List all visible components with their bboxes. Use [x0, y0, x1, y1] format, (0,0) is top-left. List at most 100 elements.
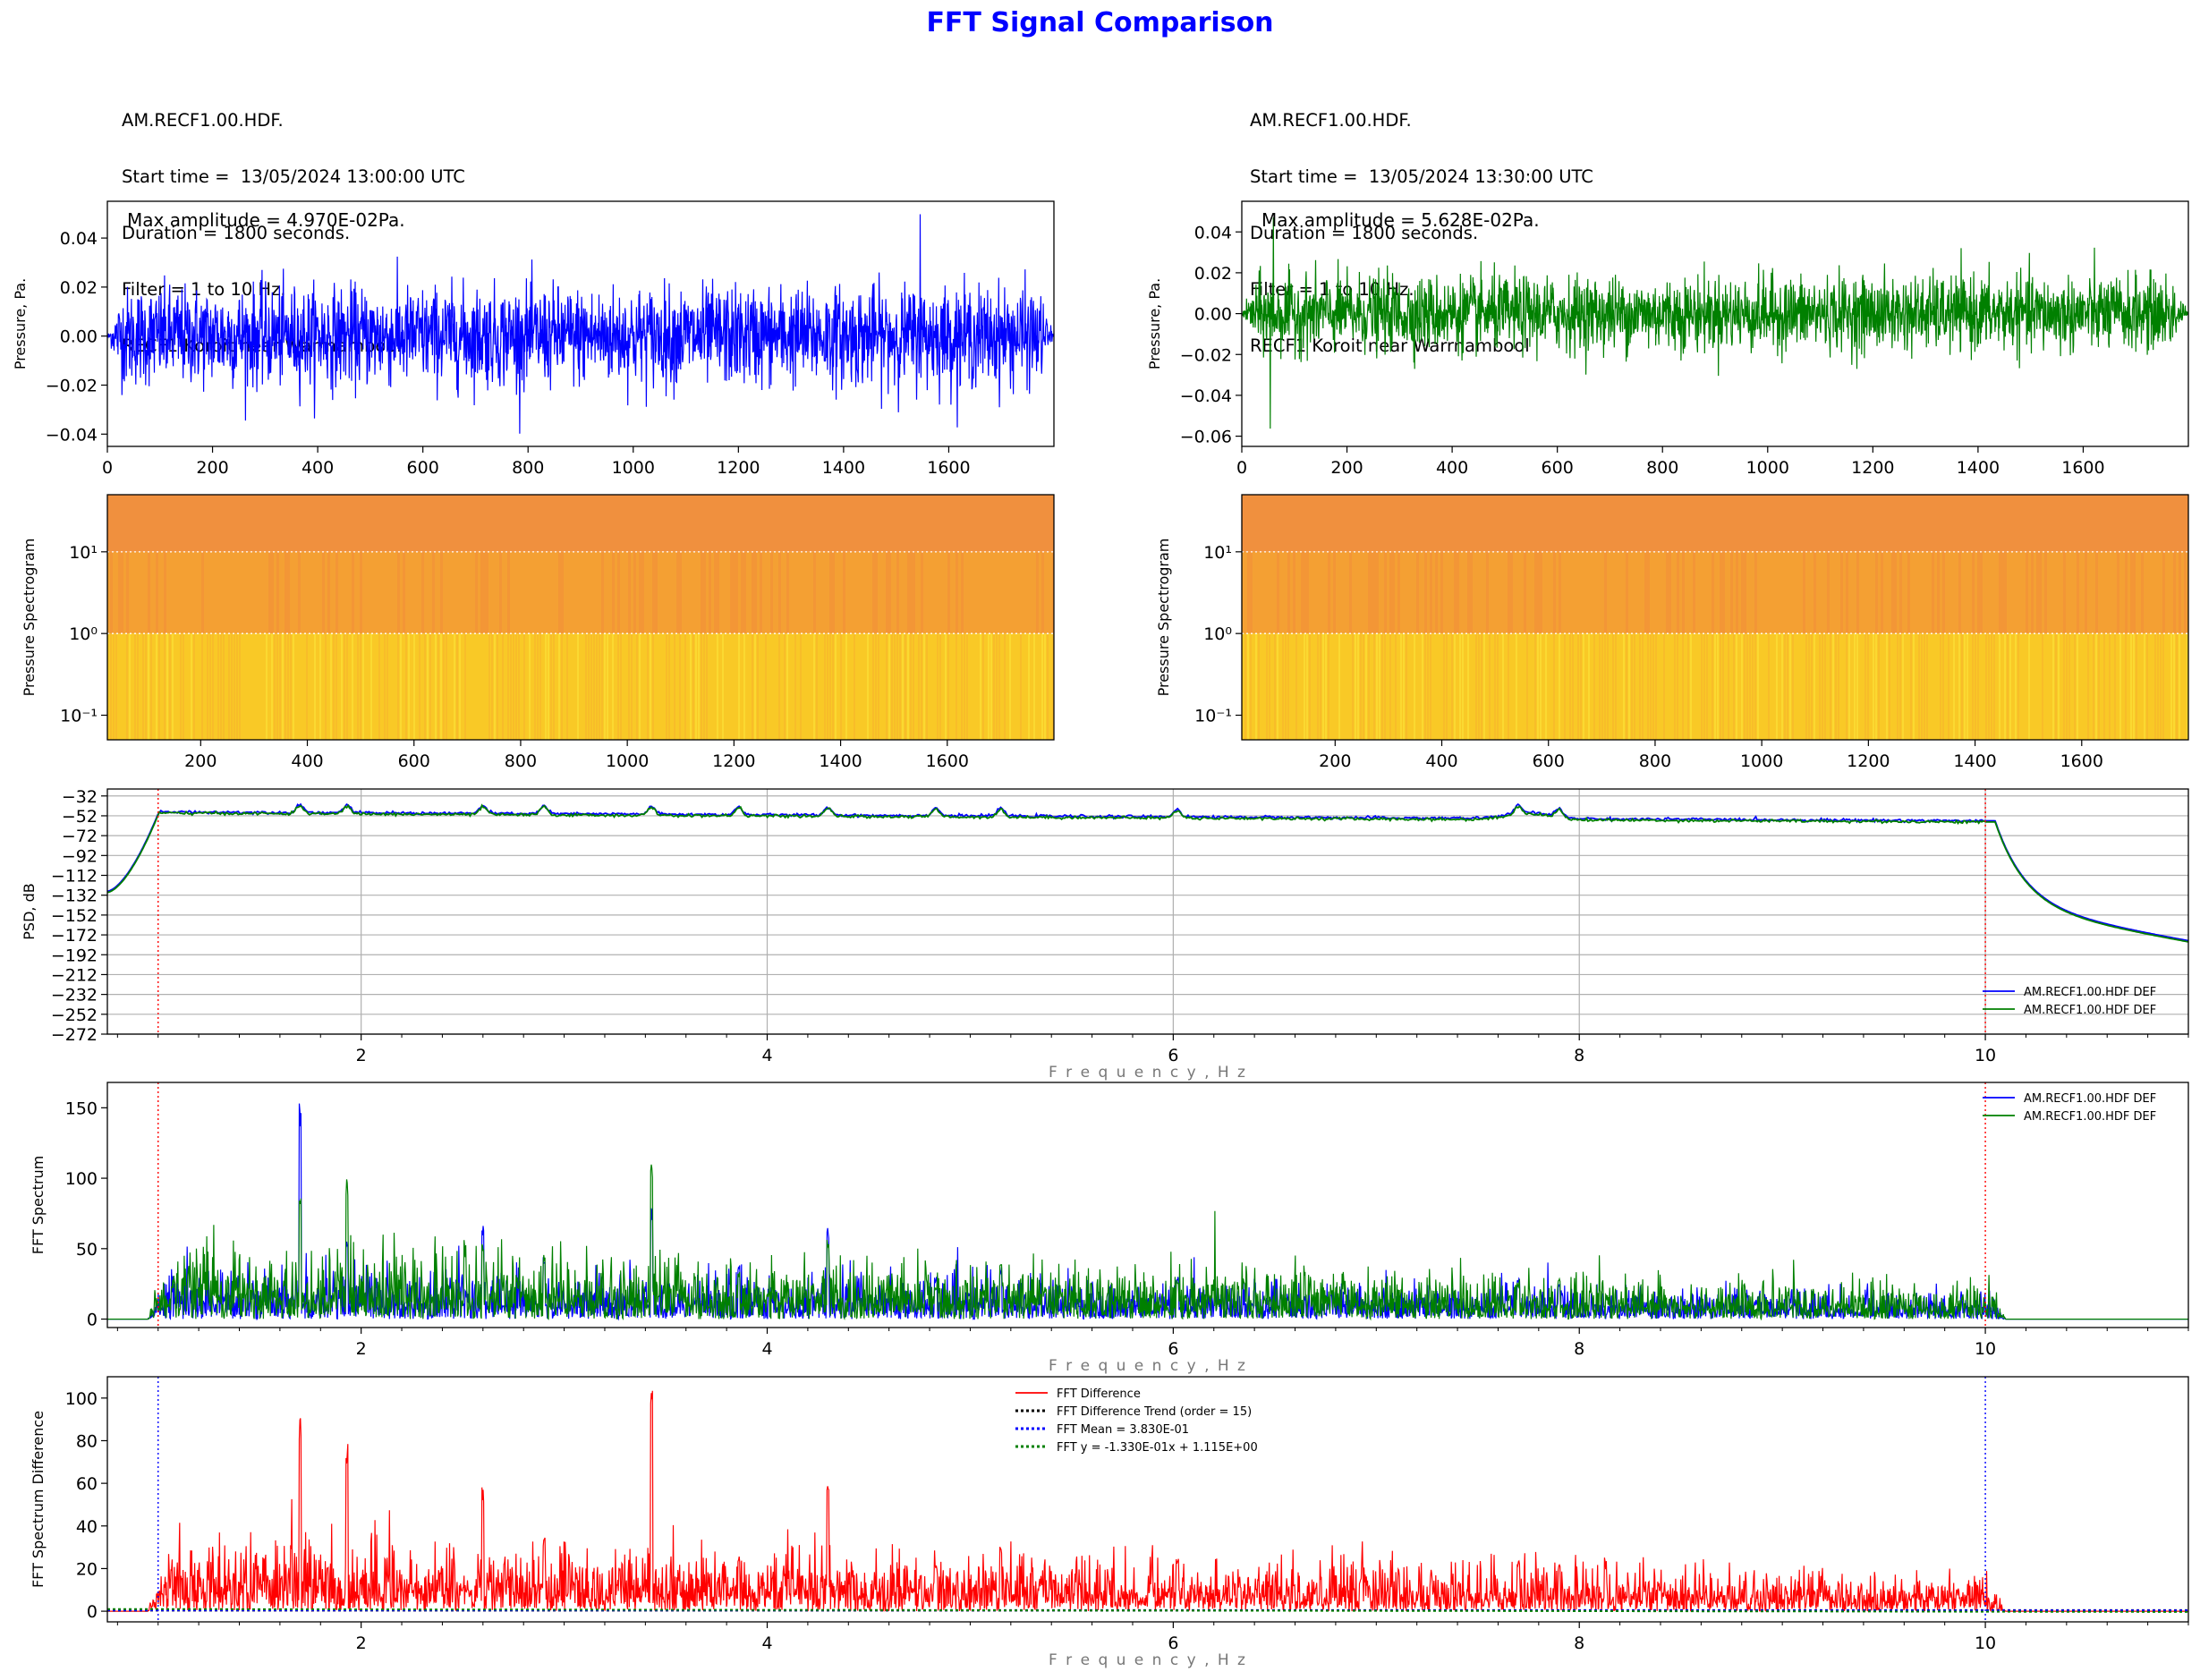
- spectrogram-column: [1537, 551, 1540, 634]
- spectrogram-column: [1814, 633, 1815, 740]
- x-tick-label: 600: [1542, 458, 1574, 478]
- info-line: Duration = 1800 seconds.: [1250, 223, 1479, 243]
- spectrogram-column: [1891, 551, 1894, 634]
- spectrogram-column: [2160, 633, 2162, 740]
- spectrogram-column: [735, 551, 738, 634]
- spectrogram-column: [754, 633, 756, 740]
- spectrogram-column: [1701, 633, 1703, 740]
- spectrogram-column: [786, 633, 788, 740]
- spectrogram-column: [2063, 551, 2066, 634]
- y-tick-label: 100: [65, 1389, 98, 1409]
- spectrogram-column: [1467, 633, 1469, 740]
- spectrogram-column: [142, 633, 144, 740]
- spectrogram-column: [886, 633, 888, 740]
- y-tick-label: −0.04: [46, 425, 98, 445]
- spectrogram-column: [1052, 551, 1054, 634]
- spectrogram-column: [888, 551, 891, 634]
- spectrogram-column: [121, 551, 123, 634]
- spectrogram-column: [899, 633, 901, 740]
- y-tick-label: 10¹: [69, 543, 98, 563]
- spectrogram-column: [239, 633, 241, 740]
- spectrogram-column: [679, 633, 681, 740]
- spectrogram-column: [545, 633, 547, 740]
- spectrogram-column: [370, 633, 372, 740]
- spectrogram-column: [1682, 633, 1684, 740]
- spectrogram-column: [164, 633, 166, 740]
- spectrogram-column: [325, 633, 327, 740]
- spectrogram-column: [2077, 551, 2079, 634]
- fft-series-line: [107, 1164, 2188, 1321]
- spectrogram-column: [926, 633, 928, 740]
- x-tick-label: 1200: [1851, 458, 1894, 478]
- spectrogram-column: [2052, 633, 2054, 740]
- spectrogram-column: [701, 551, 703, 634]
- info-line: RECF1 Koroit near Warrnambool: [1250, 335, 1530, 356]
- spectrogram-column: [921, 633, 922, 740]
- spectrogram-column: [1306, 633, 1308, 740]
- spectrogram-column: [1274, 633, 1276, 740]
- info-line: Start time = 13/05/2024 13:00:00 UTC: [122, 166, 465, 187]
- spectrogram-column: [1744, 633, 1746, 740]
- spectrogram-column: [636, 633, 638, 740]
- spectrogram-column: [507, 633, 509, 740]
- spectrogram-column: [666, 633, 667, 740]
- legend-label: FFT Difference Trend (order = 15): [1057, 1405, 1252, 1419]
- spectrogram-column: [180, 633, 182, 740]
- spectrogram-column: [1483, 633, 1485, 740]
- spectrogram-column: [134, 633, 136, 740]
- spectrogram-column: [344, 633, 345, 740]
- spectrogram-column: [515, 633, 517, 740]
- spectrogram-column: [607, 633, 608, 740]
- spectrogram-column: [550, 633, 552, 740]
- spectrogram-column: [947, 551, 950, 634]
- spectrogram-column: [454, 633, 455, 740]
- y-tick-label: 50: [76, 1240, 98, 1260]
- spectrogram-column: [1717, 633, 1719, 740]
- spectrogram-column: [1349, 551, 1352, 634]
- spectrogram-column: [2087, 633, 2089, 740]
- spectrogram-column: [2063, 633, 2065, 740]
- spectrogram-column: [1424, 551, 1427, 634]
- x-tick-label: 600: [398, 751, 430, 771]
- spectrogram-column: [1395, 633, 1397, 740]
- y-axis-label: FFT Spectrum Difference: [30, 1411, 47, 1588]
- spectrogram-column: [220, 633, 222, 740]
- spectrogram-column: [1650, 633, 1652, 740]
- spectrogram-column: [1937, 551, 1940, 634]
- spectrogram-column: [829, 633, 831, 740]
- spectrogram-column: [988, 633, 990, 740]
- spectrogram-column: [2157, 633, 2159, 740]
- spectrogram-column: [408, 633, 410, 740]
- spectrogram-column: [1961, 633, 1963, 740]
- spectrogram-column: [1580, 633, 1582, 740]
- spectrogram-column: [1612, 633, 1614, 740]
- spectrogram-column: [360, 633, 361, 740]
- spectrogram-column: [285, 633, 286, 740]
- y-tick-label: 0: [87, 1602, 98, 1622]
- spectrogram-column: [1972, 551, 1975, 634]
- spectrogram-column: [298, 551, 301, 634]
- spectrogram-column: [601, 633, 603, 740]
- spectrogram-column: [939, 633, 941, 740]
- spectrogram-column: [1805, 633, 1807, 740]
- spectrogram-column: [1854, 633, 1856, 740]
- spectrogram-column: [1875, 551, 1878, 634]
- spectrogram-column: [1588, 633, 1590, 740]
- spectrogram-column: [2114, 633, 2116, 740]
- spectrogram-column: [1462, 633, 1464, 740]
- spectrogram-column: [1569, 633, 1571, 740]
- y-tick-label: −92: [62, 846, 98, 866]
- spectrogram-column: [921, 551, 923, 634]
- spectrogram-column: [674, 633, 675, 740]
- spectrogram-column: [1287, 551, 1290, 634]
- spectrogram-column: [1604, 551, 1607, 634]
- y-tick-label: −0.02: [46, 377, 98, 396]
- spectrogram-column: [1004, 633, 1006, 740]
- spectrogram-column: [1741, 551, 1744, 634]
- spectrogram-column: [872, 633, 874, 740]
- spectrogram-column: [499, 551, 502, 634]
- spectrogram-column: [829, 551, 832, 634]
- spectrogram-column: [1502, 633, 1504, 740]
- x-tick-label: 600: [1533, 751, 1565, 771]
